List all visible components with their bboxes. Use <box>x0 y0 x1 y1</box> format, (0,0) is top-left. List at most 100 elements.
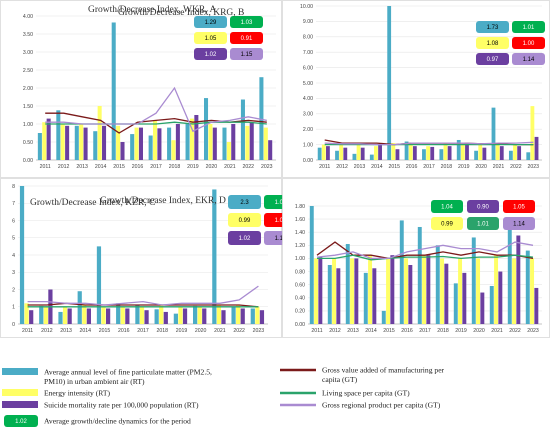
bar-suicide <box>202 308 207 324</box>
bar-pm <box>231 306 236 324</box>
x-tick-label: 2013 <box>354 164 366 170</box>
bar-pm <box>387 6 392 160</box>
x-tick-label: 2013 <box>60 328 72 334</box>
x-tick-label: 2011 <box>319 164 330 170</box>
badge-label: 2.3 <box>240 200 249 206</box>
bar-pm <box>507 228 512 324</box>
bar-energy <box>458 258 463 324</box>
bar-suicide <box>378 144 382 160</box>
y-tick-label: 5 <box>12 236 15 242</box>
bar-suicide <box>336 268 341 324</box>
bar-suicide <box>212 127 217 160</box>
chart-title: Growth/Decrease Index, EKR, D <box>100 196 226 206</box>
bar-energy <box>391 143 396 160</box>
bar-pm <box>240 99 245 160</box>
badge-label: 1.73 <box>487 25 499 31</box>
bar-energy <box>236 305 241 324</box>
badge-label: 0.91 <box>241 36 253 42</box>
bar-energy <box>476 258 481 324</box>
y-tick-label: 4.00 <box>23 14 33 20</box>
y-tick-label: 9.00 <box>303 19 313 25</box>
x-tick-label: 2023 <box>528 164 540 170</box>
bar-suicide <box>447 146 452 160</box>
bar-pm <box>204 98 209 160</box>
y-tick-label: 0.00 <box>303 158 313 164</box>
x-tick-label: 2016 <box>118 328 130 334</box>
legend-label: Average growth/decline dynamics for the … <box>44 417 191 426</box>
bar-suicide <box>517 146 522 160</box>
badge <box>194 48 227 60</box>
y-tick-label: 3.00 <box>23 50 33 56</box>
y-tick-label: 1.00 <box>303 142 313 148</box>
bar-pm <box>489 285 494 324</box>
y-tick-label: 0.50 <box>23 140 33 146</box>
bar-suicide <box>343 147 348 160</box>
badge-label: 1.00 <box>523 41 535 47</box>
legend-item-gva: Gross value added of manufacturing perca… <box>280 366 445 384</box>
x-tick-label: 2015 <box>388 164 400 170</box>
badge <box>431 200 463 213</box>
bar-pm <box>491 107 496 160</box>
badge <box>512 21 545 33</box>
bar-pm <box>212 189 217 324</box>
chart-panel-4: 0.00 0.20 0.40 0.60 0.80 1.00 1.20 1.40 1.60 1.80… <box>100 178 550 338</box>
bar-energy <box>208 124 213 160</box>
bar-pm <box>37 133 42 160</box>
bar-pm <box>453 283 458 324</box>
badge <box>476 53 509 65</box>
y-tick-label: 4.00 <box>303 96 313 102</box>
bar-pm <box>193 305 198 324</box>
badge <box>194 16 227 28</box>
bar-energy <box>226 142 231 160</box>
badge-label: 1.02 <box>205 52 217 58</box>
bar-suicide <box>499 146 504 160</box>
bar-suicide <box>390 255 395 324</box>
bar-energy <box>159 305 164 324</box>
x-tick-label: 2022 <box>233 328 245 334</box>
bar-suicide <box>86 308 91 324</box>
line-grp <box>316 241 534 260</box>
bar-pm <box>439 149 444 160</box>
y-tick-label: 5.00 <box>303 81 313 87</box>
y-tick-label: 3.00 <box>303 112 313 118</box>
bar-pm <box>456 139 461 160</box>
bar-energy <box>530 258 535 324</box>
bar-suicide <box>268 140 273 160</box>
bar-pm <box>173 313 178 324</box>
legend-label: Average annual level of fine particulate… <box>44 368 212 377</box>
badge-label: 1.19 <box>275 236 287 242</box>
legend-swatch <box>2 368 38 375</box>
bar-energy <box>478 144 483 160</box>
badge <box>230 32 263 44</box>
x-tick-label: 2016 <box>132 164 144 170</box>
bar-suicide <box>29 310 34 324</box>
x-tick-label: 2022 <box>243 164 255 170</box>
x-tick-label: 2018 <box>441 164 453 170</box>
y-tick-label: 6 <box>12 218 15 224</box>
y-tick-label: 0.00 <box>295 322 305 328</box>
x-tick-label: 2019 <box>187 164 199 170</box>
x-tick-label: 2013 <box>76 164 88 170</box>
bar-energy <box>339 144 344 160</box>
bar-suicide <box>65 125 70 160</box>
bar-suicide <box>444 263 449 324</box>
legend-item-pm: Average annual level of fine particulate… <box>2 368 212 386</box>
badge <box>431 217 463 230</box>
legend-item-living: Living space per capita (GT) <box>280 389 410 398</box>
bar-suicide <box>221 310 226 324</box>
bar-suicide <box>194 115 199 160</box>
x-tick-label: 2020 <box>195 328 207 334</box>
badge <box>228 195 261 209</box>
bar-pm <box>96 246 102 324</box>
y-tick-label: 1.50 <box>23 104 33 110</box>
x-tick-label: 2016 <box>401 328 413 334</box>
bar-suicide <box>426 255 431 324</box>
y-tick-label: 0.80 <box>295 269 305 275</box>
y-tick-label: 7.00 <box>303 50 313 56</box>
y-tick-label: 1.40 <box>295 230 305 236</box>
bar-pm <box>352 153 357 160</box>
bar-energy <box>374 146 378 160</box>
y-tick-label: 7 <box>12 201 15 207</box>
bar-energy <box>404 258 409 324</box>
